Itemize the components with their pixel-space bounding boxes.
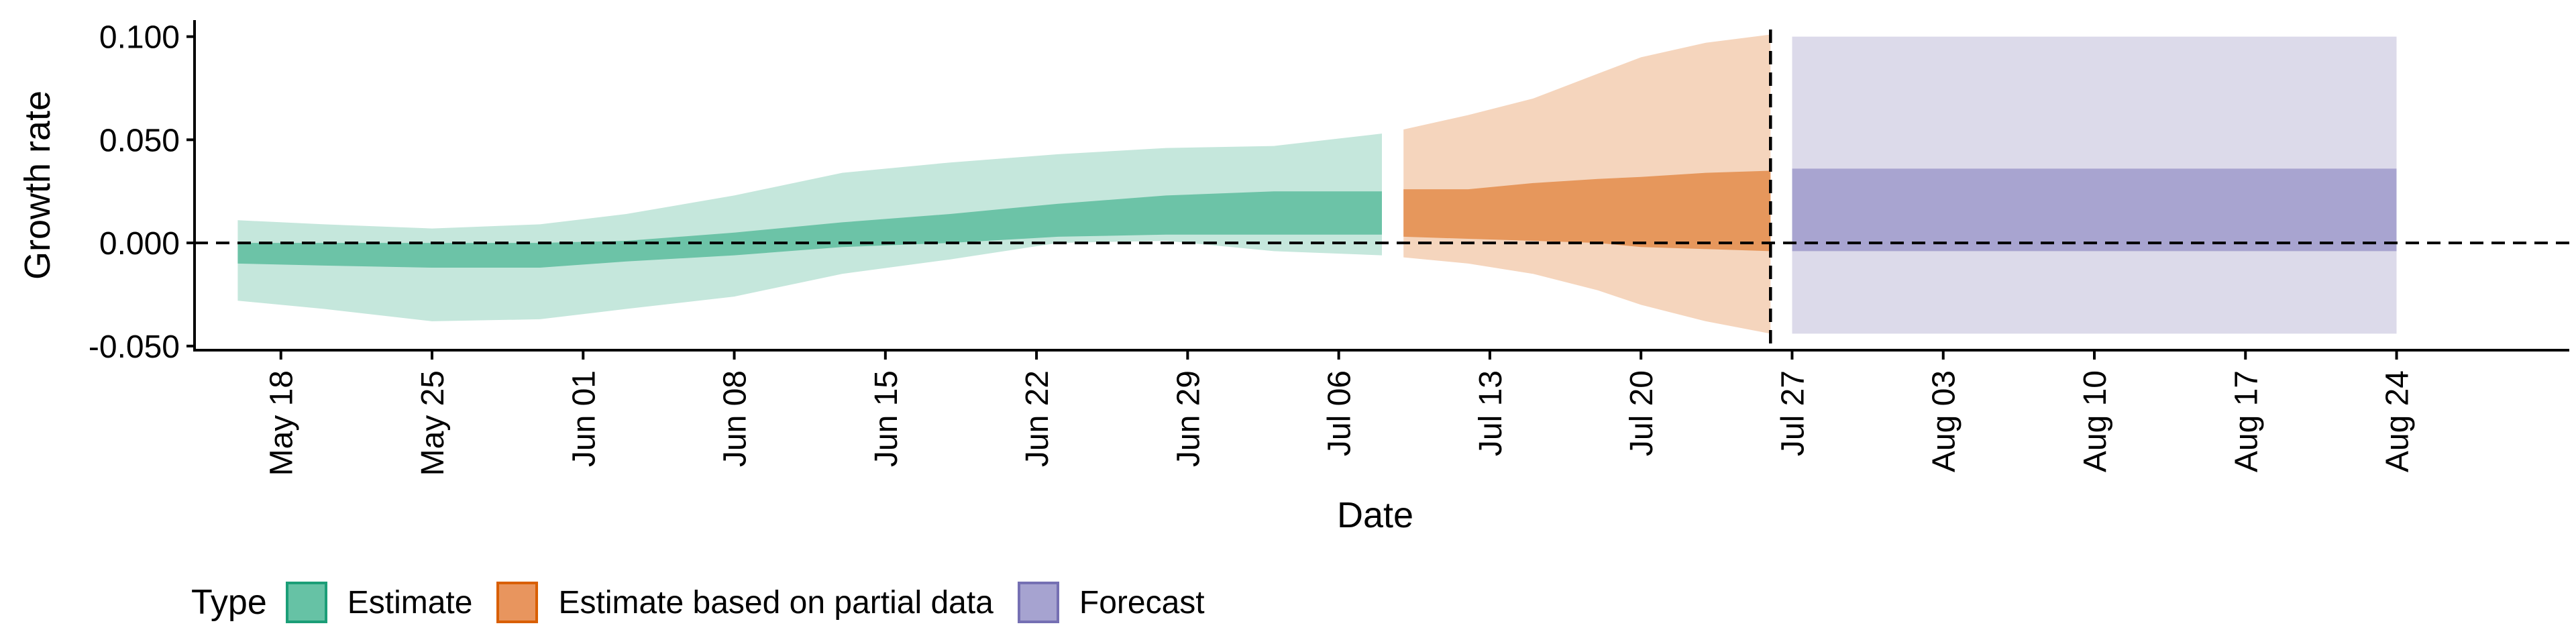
band-layer [237,34,2397,334]
x-tick-label: Jul 13 [1473,370,1509,456]
y-tick-label: -0.050 [89,329,180,365]
x-tick-label: Jul 20 [1624,370,1660,456]
x-tick-label: Jun 29 [1171,370,1206,467]
y-tick-layer: 0.100 0.050 0.000 -0.050 [89,20,195,365]
x-tick-label: Jun 22 [1020,370,1055,467]
x-tick-label: Jul 06 [1322,370,1358,456]
legend-label-partial: Estimate based on partial data [558,584,994,621]
y-tick-label: 0.100 [99,20,180,56]
x-tick-label: Aug 03 [1927,370,1962,472]
legend-swatch-forecast [1017,582,1059,623]
x-axis-title: Date [1337,495,1413,535]
legend: Type Estimate Estimate based on partial … [191,574,1229,631]
x-tick-layer: May 18 May 25 Jun 01 Jun 08 Jun 15 Jun 22 Jun … [264,350,2416,476]
legend-swatch-partial [496,582,539,623]
x-tick-label: May 18 [264,370,300,476]
growth-rate-chart: 0.100 0.050 0.000 -0.050 May 18 May 25 Jun 01… [17,20,2569,535]
legend-swatch-estimate [285,582,327,623]
y-axis-title: Growth rate [17,91,58,280]
band-50-estimate [237,191,1382,268]
y-tick-label: 0.000 [99,226,180,262]
legend-label-forecast: Forecast [1079,584,1205,621]
x-tick-label: Jul 27 [1776,370,1811,456]
legend-label-estimate: Estimate [347,584,473,621]
legend-title: Type [191,583,267,622]
x-tick-label: Jun 08 [718,370,753,467]
x-tick-label: Aug 10 [2078,370,2113,472]
legend-item-forecast: Forecast [1017,582,1205,623]
y-tick-label: 0.050 [99,123,180,158]
legend-item-estimate: Estimate [285,582,473,623]
x-tick-label: Jun 15 [869,370,904,467]
x-tick-label: May 25 [415,370,451,476]
band-50-estimate-based-on-partial-data [1403,170,1771,252]
x-tick-label: Jun 01 [566,370,602,467]
legend-item-partial: Estimate based on partial data [496,582,994,623]
x-tick-label: Aug 24 [2380,370,2416,472]
x-tick-label: Aug 17 [2229,370,2264,472]
band-50-forecast [1792,168,2397,252]
